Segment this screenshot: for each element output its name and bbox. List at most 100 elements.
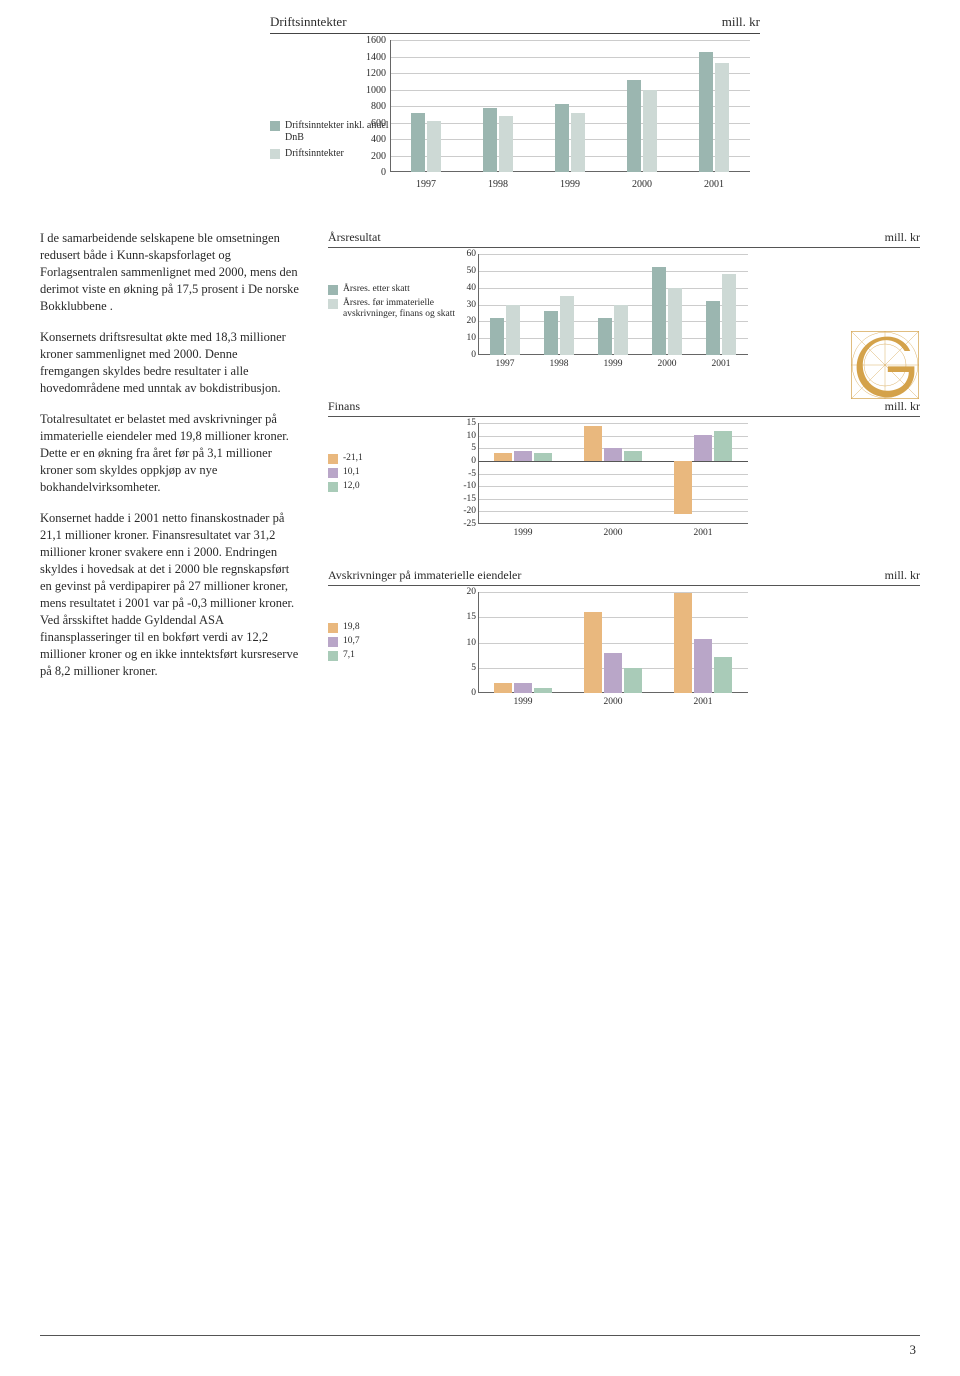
x-tick-label: 2000	[568, 528, 658, 538]
x-tick-label: 2001	[694, 359, 748, 369]
body-text: I de samarbeidende selskapene ble omsetn…	[40, 230, 300, 737]
x-tick-label: 2000	[568, 697, 658, 707]
footer-rule	[40, 1335, 920, 1336]
bar	[483, 108, 497, 172]
y-tick-label: 10	[467, 638, 477, 648]
legend-swatch	[328, 468, 338, 478]
x-tick-label: 2001	[678, 179, 750, 190]
chart-unit: mill. kr	[885, 230, 920, 245]
legend-swatch	[328, 651, 338, 661]
x-tick-label: 1997	[390, 179, 462, 190]
bar	[560, 296, 574, 355]
y-tick-label: 0	[471, 350, 476, 360]
y-tick-label: 0	[471, 688, 476, 698]
legend-item: 10,7	[328, 636, 478, 647]
bar-group	[694, 254, 748, 355]
bar-group	[534, 40, 606, 172]
legend-swatch	[270, 149, 280, 159]
bar	[555, 104, 569, 172]
bar	[694, 639, 712, 693]
chart-unit: mill. kr	[722, 14, 760, 30]
page-number: 3	[910, 1342, 917, 1358]
x-tick-label: 2001	[658, 697, 748, 707]
y-tick-label: -25	[463, 519, 476, 529]
y-tick-label: 60	[467, 249, 477, 259]
y-tick-label: 20	[467, 587, 477, 597]
y-tick-label: 0	[381, 167, 386, 178]
legend-swatch	[328, 454, 338, 464]
legend-swatch	[328, 637, 338, 647]
bar	[652, 267, 666, 355]
legend-item: -21,1	[328, 453, 478, 464]
y-tick-label: 400	[371, 134, 386, 145]
y-tick-label: 1200	[366, 68, 386, 79]
x-tick-label: 1998	[462, 179, 534, 190]
y-tick-label: -20	[463, 506, 476, 516]
x-tick-label: 2000	[606, 179, 678, 190]
bar	[571, 113, 585, 172]
legend-swatch	[328, 482, 338, 492]
y-tick-label: 1000	[366, 85, 386, 96]
x-tick-label: 2000	[640, 359, 694, 369]
bar	[674, 593, 692, 693]
bar	[714, 657, 732, 693]
chart-legend: Driftsinntekter inkl. andel DnBDriftsinn…	[270, 40, 390, 190]
y-tick-label: 800	[371, 101, 386, 112]
legend-label: 19,8	[343, 622, 360, 633]
chart-legend: Årsres. etter skattÅrsres. før immaterie…	[328, 254, 478, 369]
x-tick-label: 1999	[478, 697, 568, 707]
bar-group	[478, 592, 568, 693]
bar	[699, 52, 713, 172]
legend-swatch	[328, 299, 338, 309]
bar-group	[478, 423, 568, 524]
y-tick-label: 15	[467, 418, 477, 428]
chart-legend: -21,110,112,0	[328, 423, 478, 538]
y-tick-label: -15	[463, 494, 476, 504]
bar	[411, 113, 425, 172]
x-tick-label: 2001	[658, 528, 748, 538]
chart-legend: 19,810,77,1	[328, 592, 478, 707]
bar	[668, 288, 682, 355]
chart-plot: 1600140012001000800600400200019971998199…	[390, 40, 750, 190]
bar-group	[606, 40, 678, 172]
bar	[624, 668, 642, 693]
bar-group	[658, 423, 748, 524]
legend-swatch	[270, 121, 280, 131]
chart-arsresultat: Årsresultat mill. kr Årsres. etter skatt…	[328, 230, 920, 369]
y-tick-label: 5	[471, 443, 476, 453]
y-tick-label: 5	[471, 663, 476, 673]
x-tick-label: 1998	[532, 359, 586, 369]
bar	[694, 435, 712, 461]
paragraph: Konsernet hadde i 2001 netto finanskostn…	[40, 510, 300, 680]
bar	[627, 80, 641, 172]
y-tick-label: 50	[467, 266, 477, 276]
bar-group	[532, 254, 586, 355]
x-tick-label: 1999	[534, 179, 606, 190]
legend-item: 10,1	[328, 467, 478, 478]
chart-unit: mill. kr	[885, 399, 920, 414]
paragraph: Konsernets driftsresultat økte med 18,3 …	[40, 329, 300, 397]
bar-group	[478, 254, 532, 355]
bar	[534, 688, 552, 693]
bar	[584, 426, 602, 461]
y-tick-label: -10	[463, 481, 476, 491]
bar-group	[390, 40, 462, 172]
bar	[715, 63, 729, 172]
bar-group	[678, 40, 750, 172]
legend-swatch	[328, 623, 338, 633]
chart-plot: 151050-5-10-15-20-25199920002001	[478, 423, 748, 538]
chart-title: Årsresultat	[328, 230, 381, 245]
chart-avskrivninger: Avskrivninger på immaterielle eiendeler …	[328, 568, 920, 707]
bar	[714, 431, 732, 461]
y-tick-label: 40	[467, 283, 477, 293]
bar-group	[586, 254, 640, 355]
chart-finans: Finans mill. kr -21,110,112,0 151050-5-1…	[328, 399, 920, 538]
bar-group	[658, 592, 748, 693]
bar	[604, 448, 622, 461]
x-tick-label: 1999	[478, 528, 568, 538]
y-tick-label: 1400	[366, 52, 386, 63]
y-tick-label: -5	[468, 469, 476, 479]
legend-label: -21,1	[343, 453, 363, 464]
y-tick-label: 600	[371, 118, 386, 129]
y-tick-label: 0	[471, 456, 476, 466]
